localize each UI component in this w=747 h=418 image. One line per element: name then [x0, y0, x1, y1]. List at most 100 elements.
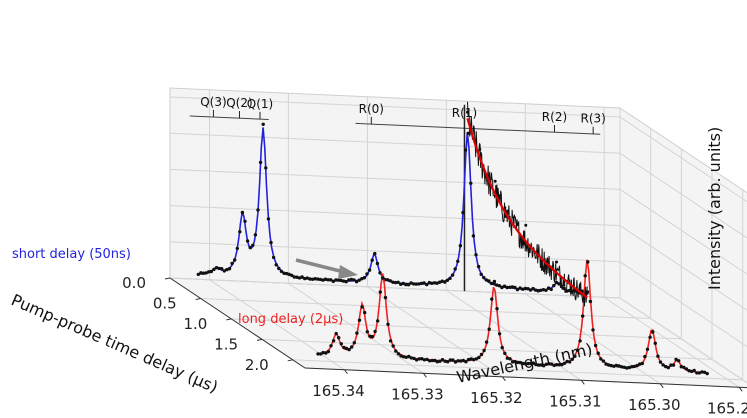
y-tick-label: 1.5: [214, 335, 238, 353]
data-point: [531, 286, 535, 291]
data-point: [591, 328, 595, 332]
data-traces: [196, 101, 709, 376]
data-point: [220, 267, 224, 271]
grid-line-z: [169, 205, 747, 311]
data-point: [196, 272, 200, 277]
data-point: [526, 287, 530, 291]
x-tick-mark: [738, 386, 743, 392]
data-point: [238, 230, 242, 234]
grid-line-z: [169, 241, 747, 348]
data-point: [503, 351, 507, 355]
data-point: [466, 357, 471, 362]
data-point: [360, 305, 364, 309]
data-point: [448, 276, 452, 281]
decay-point: [466, 110, 469, 114]
data-point: [391, 344, 395, 348]
data-point: [365, 272, 369, 276]
data-point: [401, 281, 405, 286]
data-point: [378, 290, 382, 294]
data-point: [489, 281, 494, 286]
data-point: [292, 275, 296, 279]
data-point: [523, 286, 527, 291]
data-point: [339, 342, 343, 346]
data-point: [373, 251, 377, 256]
data-point: [643, 354, 647, 359]
delay-arrow: [295, 258, 358, 279]
data-point: [523, 362, 528, 366]
data-point: [308, 277, 312, 281]
y-axis-line: [169, 277, 306, 369]
data-point: [401, 355, 406, 359]
data-point: [437, 280, 442, 284]
data-point: [689, 369, 694, 374]
data-point: [396, 280, 400, 284]
data-point: [456, 359, 460, 363]
short-delay-annotation: short delay (50ns): [12, 247, 131, 262]
data-point: [451, 358, 455, 362]
decay-fit: [466, 118, 588, 299]
data-point: [432, 281, 437, 285]
data-point: [557, 363, 561, 367]
data-point: [350, 345, 354, 349]
data-point: [443, 359, 447, 363]
data-point: [329, 344, 333, 348]
data-point: [360, 277, 364, 281]
x-tick-label: 165.29: [707, 399, 747, 417]
data-point: [508, 285, 512, 289]
data-point: [505, 285, 509, 290]
data-point: [388, 279, 392, 283]
data-point: [671, 363, 676, 367]
data-point: [552, 363, 556, 368]
data-point: [269, 240, 273, 245]
data-point: [399, 354, 403, 358]
data-point: [544, 288, 548, 292]
data-point: [697, 371, 702, 375]
data-point: [521, 361, 525, 366]
data-point: [453, 360, 458, 364]
data-point: [375, 261, 380, 266]
data-point: [474, 357, 478, 361]
data-point: [321, 278, 325, 282]
data-point: [209, 269, 213, 274]
decay-point: [585, 291, 589, 295]
data-point: [378, 271, 382, 275]
data-point: [445, 278, 450, 282]
spectrum-points-1: [316, 260, 709, 376]
axis-edges: [169, 277, 747, 389]
data-point: [339, 278, 343, 283]
data-point: [638, 362, 642, 366]
data-point: [318, 352, 323, 356]
line-label-r2: R(2): [542, 110, 567, 124]
data-point: [412, 282, 416, 286]
data-point: [656, 354, 660, 358]
data-point: [386, 278, 390, 282]
data-point: [277, 266, 281, 271]
data-point: [404, 282, 408, 287]
data-point: [495, 283, 499, 287]
data-point: [529, 361, 533, 366]
data-point: [391, 280, 395, 284]
data-point: [606, 363, 611, 367]
data-point: [450, 273, 455, 277]
x-tick-label: 165.32: [470, 389, 523, 407]
data-point: [625, 366, 629, 370]
data-point: [573, 354, 577, 358]
data-point: [533, 288, 538, 292]
data-point: [261, 122, 265, 127]
data-point: [549, 362, 554, 366]
data-point: [674, 357, 678, 362]
data-point: [352, 341, 356, 345]
data-point: [344, 280, 348, 284]
data-point: [440, 279, 444, 283]
spectrum-points-0: [196, 122, 590, 295]
data-point: [477, 355, 481, 360]
grid-line-z: [169, 132, 747, 239]
data-point: [303, 276, 307, 281]
data-point: [248, 245, 252, 250]
data-point: [199, 271, 203, 275]
data-point: [682, 365, 686, 369]
data-point: [347, 278, 351, 282]
data-point: [515, 287, 520, 292]
data-point: [290, 273, 294, 277]
y-tick-mark: [164, 277, 171, 280]
